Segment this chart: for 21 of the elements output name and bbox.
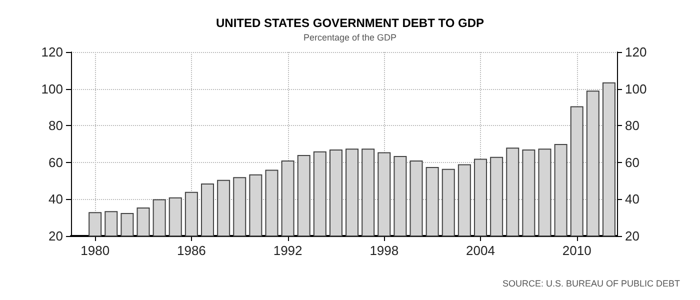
chart-subtitle: Percentage of the GDP xyxy=(303,32,397,42)
y2-tick-label: 60 xyxy=(625,154,640,170)
x-tick-label: 1998 xyxy=(370,243,399,258)
chart-title: UNITED STATES GOVERNMENT DEBT TO GDP xyxy=(216,16,484,30)
y-tick-label: 100 xyxy=(41,81,63,96)
y-tick-label: 60 xyxy=(48,154,63,170)
y2-tick-label: 100 xyxy=(625,81,647,96)
x-tick-label: 1986 xyxy=(176,243,206,258)
y2-tick-label: 120 xyxy=(625,44,647,60)
y2-tick-label: 20 xyxy=(625,228,640,244)
x-tick-label: 2004 xyxy=(466,243,495,258)
y-tick-label: 80 xyxy=(48,118,63,134)
x-tick-label: 1980 xyxy=(80,243,110,258)
y2-tick-label: 80 xyxy=(625,118,640,134)
x-tick-label: 2010 xyxy=(562,243,592,258)
x-tick-label: 1992 xyxy=(273,243,302,258)
y-tick-label: 20 xyxy=(48,228,63,244)
y-tick-label: 40 xyxy=(48,192,63,207)
source-note: SOURCE: U.S. BUREAU OF PUBLIC DEBT xyxy=(502,278,680,288)
y-tick-label: 120 xyxy=(41,44,63,60)
y2-tick-label: 40 xyxy=(625,192,640,207)
